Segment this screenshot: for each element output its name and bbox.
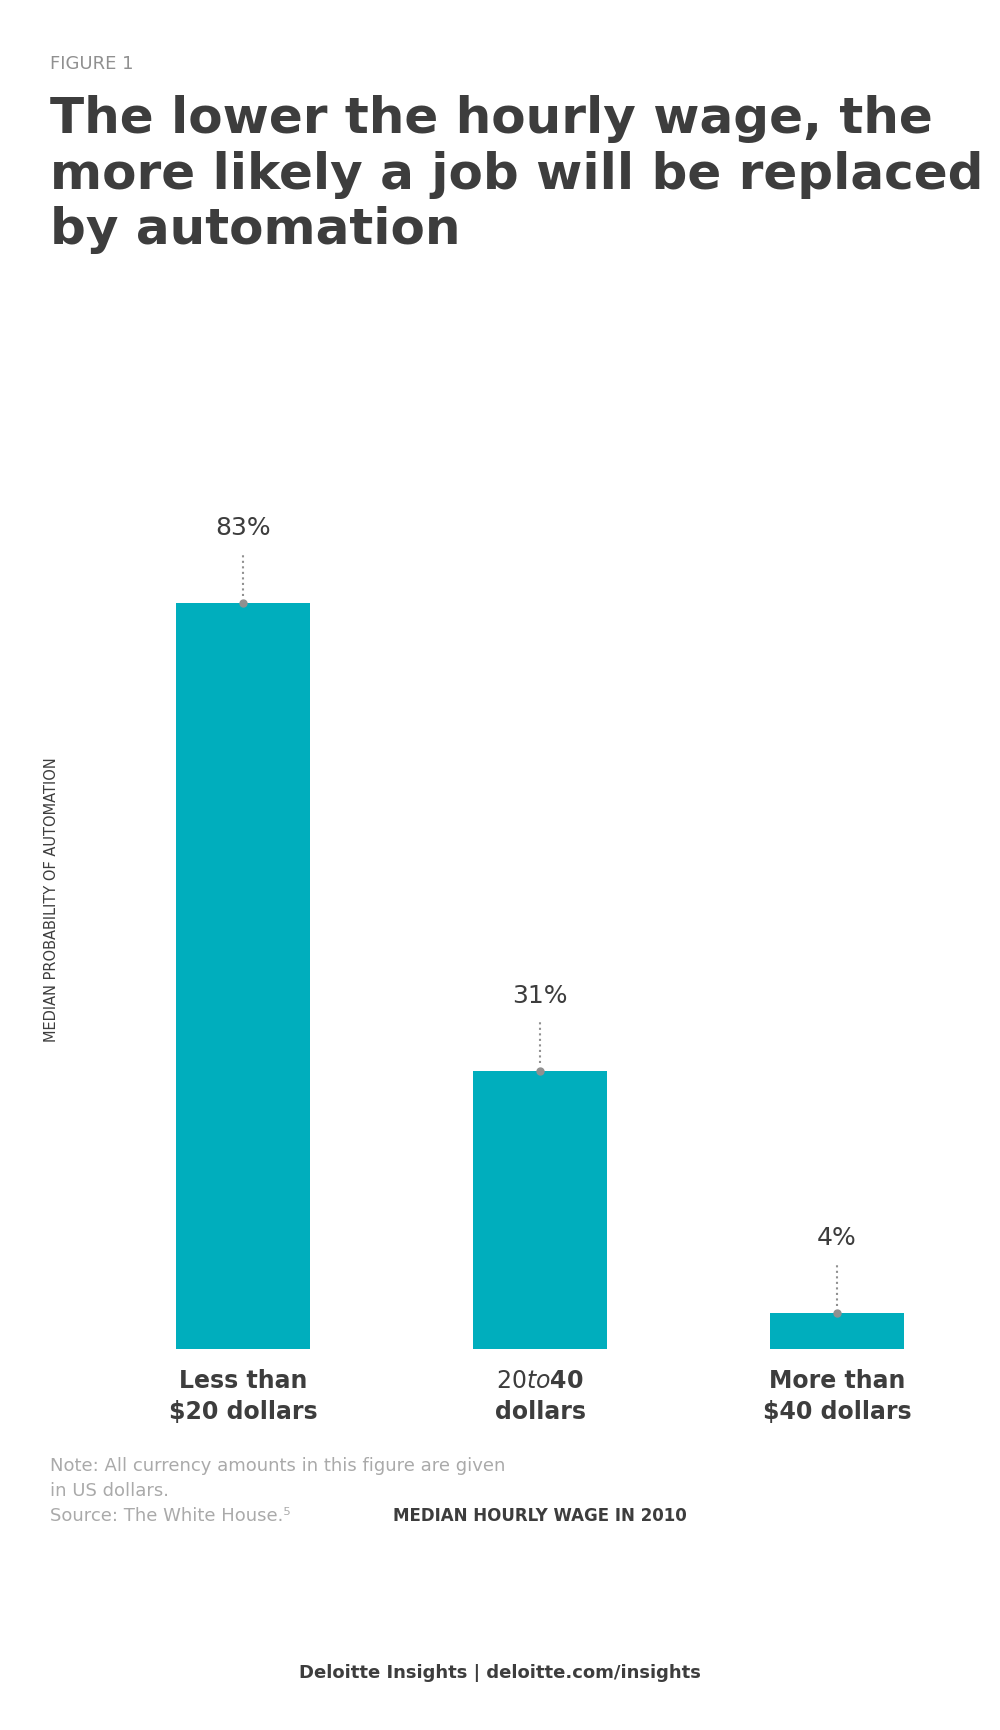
Bar [473,1071,607,1349]
Text: 4%: 4% [817,1227,857,1251]
Text: MEDIAN HOURLY WAGE IN 2010: MEDIAN HOURLY WAGE IN 2010 [393,1507,687,1524]
Text: 31%: 31% [512,984,568,1007]
Text: FIGURE 1: FIGURE 1 [50,55,134,73]
Text: The lower the hourly wage, the
more likely a job will be replaced
by automation: The lower the hourly wage, the more like… [50,95,984,254]
Text: MEDIAN PROBABILITY OF AUTOMATION: MEDIAN PROBABILITY OF AUTOMATION [44,758,60,1041]
Text: 83%: 83% [215,516,271,540]
Bar [176,602,310,1349]
Text: Note: All currency amounts in this figure are given
in US dollars.
Source: The W: Note: All currency amounts in this figur… [50,1457,505,1524]
Bar [770,1313,904,1349]
Text: Deloitte Insights | deloitte.com/insights: Deloitte Insights | deloitte.com/insight… [299,1664,701,1682]
